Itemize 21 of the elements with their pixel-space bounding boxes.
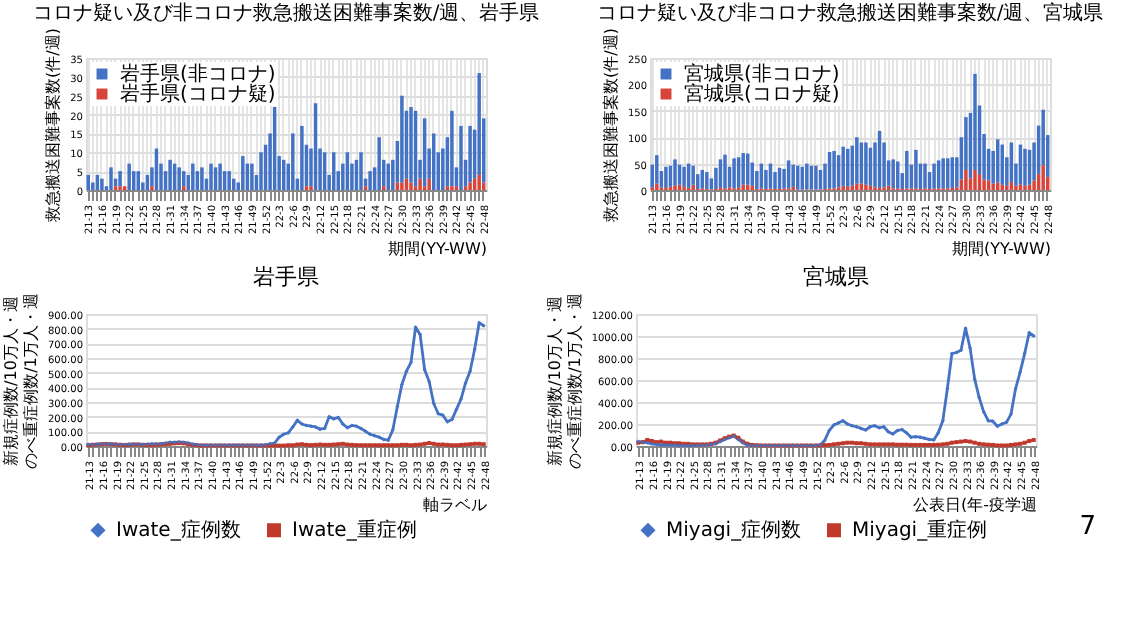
y-axis-title: 新規症例数/10万人・週のべ重症例数/1万人・週	[545, 293, 584, 469]
y-axis-title: 救急搬送困難事案数(件/週)	[44, 28, 63, 224]
x-axis-title: 軸ラベル	[423, 496, 487, 515]
chart-title: コロナ疑い及び非コロナ救急搬送困難事案数/週、岩手県	[32, 1, 540, 26]
chart-title: 宮城県	[803, 264, 869, 291]
legend-label: Iwate_重症例	[292, 518, 417, 543]
y-axis-title: 新規症例数/10万人・週のべ重症例数/1万人・週	[2, 293, 41, 469]
chart-title: コロナ疑い及び非コロナ救急搬送困難事案数/週、宮城県	[596, 1, 1104, 26]
x-axis-title: 期間(YY-WW)	[388, 240, 487, 259]
y-axis-title: 救急搬送困難事案数(件/週)	[601, 28, 620, 224]
legend-label: 岩手県(非コロナ)	[120, 62, 276, 86]
x-axis-title: 公表日(年-疫学週	[912, 496, 1037, 515]
chart-title: 岩手県	[253, 264, 319, 291]
x-axis-title: 期間(YY-WW)	[952, 240, 1051, 259]
legend-label: Miyagi_症例数	[666, 518, 802, 543]
legend-label: Iwate_症例数	[116, 518, 241, 543]
legend-label: 岩手県(コロナ疑)	[120, 82, 276, 106]
legend-label: Miyagi_重症例	[852, 518, 988, 543]
legend-label: 宮城県(コロナ疑)	[684, 82, 840, 106]
text: 7	[1079, 512, 1096, 542]
legend-label: 宮城県(非コロナ)	[684, 62, 840, 86]
